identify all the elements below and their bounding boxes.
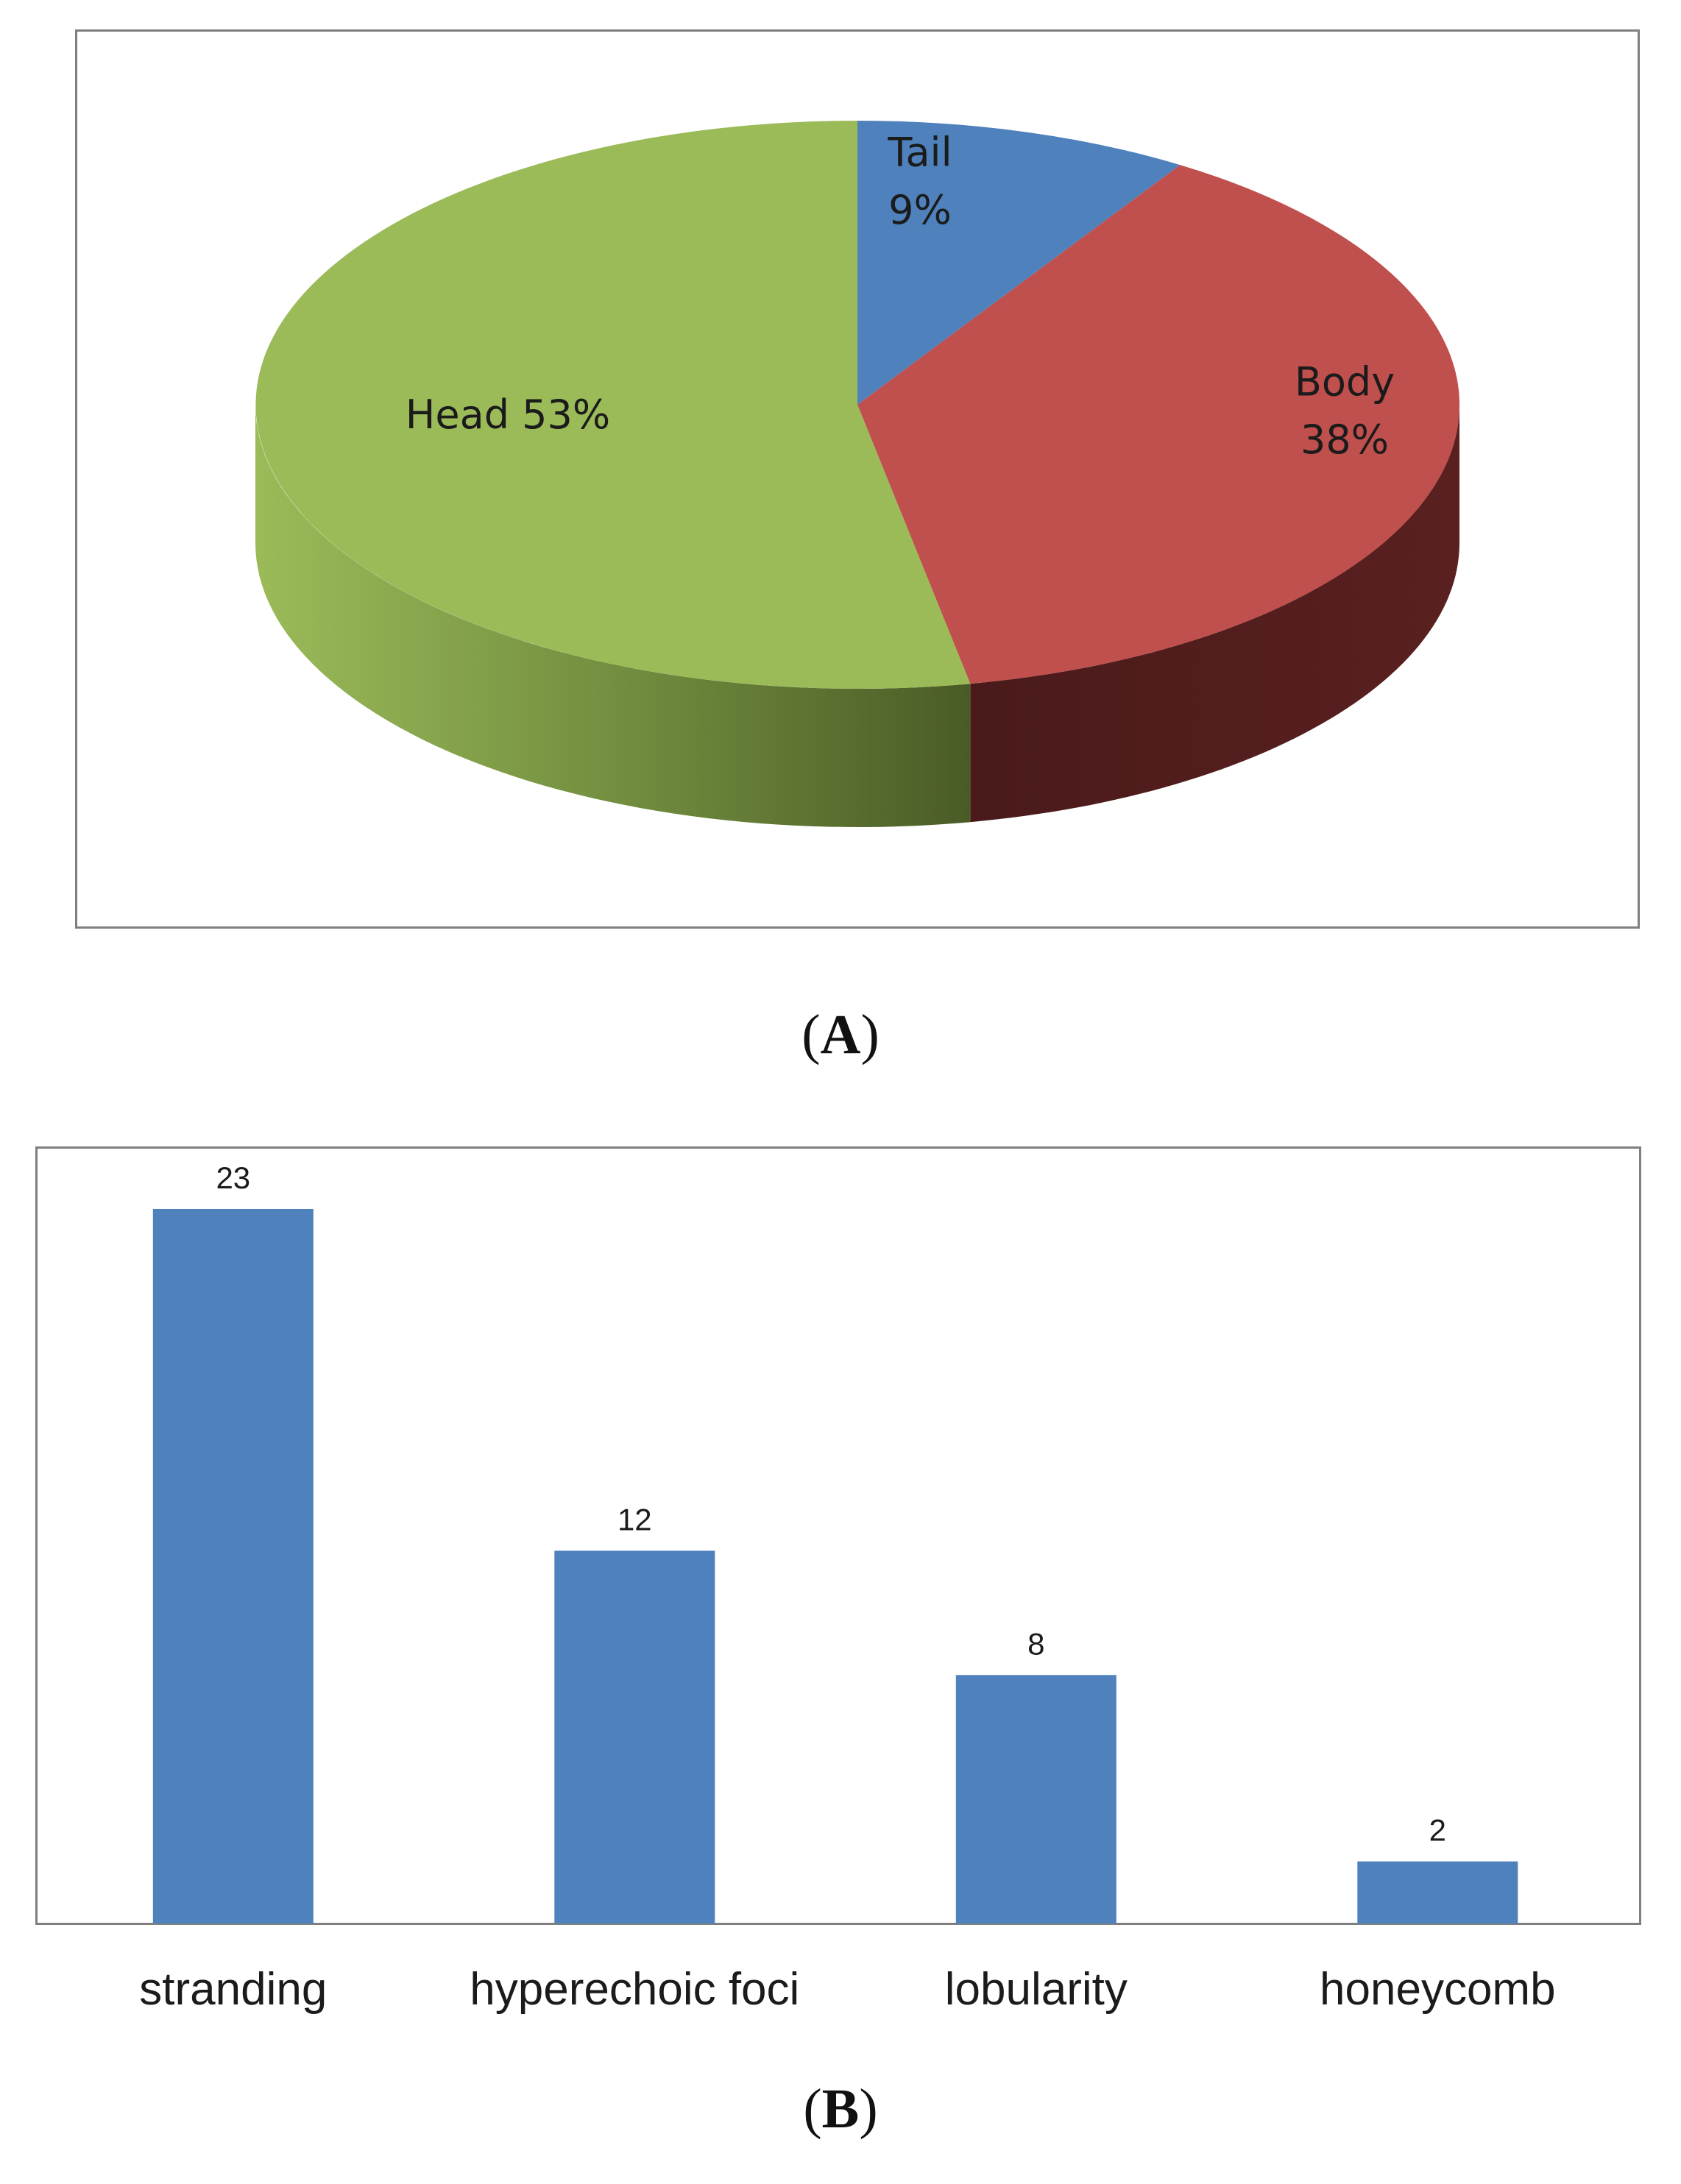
category-label: stranding — [139, 1964, 327, 2015]
panel-label-b: (B) — [803, 2078, 878, 2140]
pie-slice-body — [857, 165, 1460, 684]
bar-chart: 23 stranding 12 hyperechoic foci 8 lobularity… — [139, 1160, 1555, 2015]
bar-value-label: 23 — [216, 1160, 250, 1195]
bar — [955, 1675, 1116, 1924]
bar-value-label: 8 — [1027, 1626, 1044, 1661]
bar — [152, 1209, 314, 1924]
bar — [554, 1550, 715, 1924]
bar-value-label: 2 — [1429, 1813, 1446, 1848]
bar-value-label: 12 — [617, 1502, 652, 1536]
pie-label-head: Head 53% — [406, 391, 610, 438]
panel-label-a: (A) — [801, 1004, 880, 1066]
pie-slice-tail — [857, 121, 1181, 405]
category-label: honeycomb — [1320, 1964, 1556, 2015]
pie-label-tail: Tail 9% — [887, 130, 952, 233]
pie-label-body: Body 38% — [1295, 359, 1395, 463]
bar — [1357, 1861, 1518, 1924]
pie-chart: Tail 9% Body 38% Head 53% — [255, 121, 1460, 827]
pie-slice-head — [255, 121, 971, 689]
category-label: lobularity — [945, 1964, 1128, 2015]
pie-side-body — [970, 405, 1459, 823]
pie-side-head — [255, 405, 971, 827]
category-label: hyperechoic foci — [470, 1964, 799, 2015]
